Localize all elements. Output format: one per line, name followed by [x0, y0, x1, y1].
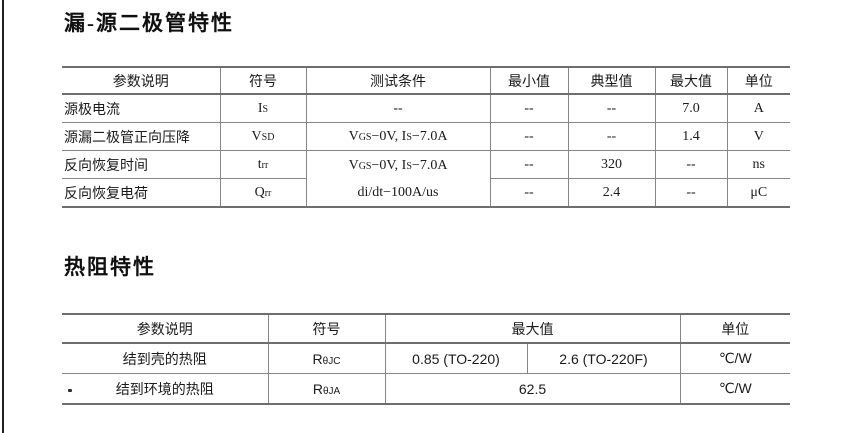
col-header-max: 最大值 — [654, 66, 728, 95]
symbol-subscript: rr — [264, 187, 272, 199]
cell-unit: V — [726, 122, 790, 151]
cell-typ: -- — [567, 122, 656, 151]
section-title-thermal-resistance: 热阻特性 — [64, 255, 156, 279]
cell-max: 7.0 — [654, 93, 728, 123]
col-header-symbol: 符号 — [267, 313, 386, 344]
symbol-base: Q — [254, 184, 265, 200]
symbol-subscript: θJC — [322, 355, 341, 367]
cell-max-to220f: 2.6 (TO-220F) — [526, 342, 681, 374]
table-header-row: 参数说明 符号 最大值 单位 — [62, 313, 790, 344]
cell-max: -- — [654, 178, 728, 208]
col-header-typ: 典型值 — [567, 66, 656, 95]
condition-text: V — [348, 128, 359, 144]
symbol-subscript: rr — [261, 159, 269, 171]
symbol-base: R — [312, 350, 323, 367]
cell-typ: -- — [567, 93, 656, 123]
condition-subscript: S — [406, 160, 412, 172]
stray-mark — [68, 389, 72, 392]
symbol-subscript: θJA — [322, 385, 341, 397]
symbol-base: R — [312, 380, 323, 397]
thermal-resistance-table: 参数说明 符号 最大值 单位 结到壳的热阻 RθJC 0.85 (TO-220)… — [62, 313, 790, 405]
cell-min: -- — [489, 178, 569, 208]
condition-text: −7.0A — [411, 157, 448, 173]
cell-param: 源极电流 — [62, 93, 221, 123]
cell-max-to220: 0.85 (TO-220) — [384, 342, 528, 374]
symbol-base: I — [257, 100, 263, 116]
page-left-border — [2, 0, 4, 433]
cell-param: 源漏二极管正向压降 — [62, 122, 221, 151]
col-header-param: 参数说明 — [62, 66, 221, 95]
condition-text: V — [348, 157, 359, 173]
table-row-junction-to-ambient: 结到环境的热阻 RθJA 62.5 ℃/W — [62, 373, 790, 405]
section-title-diode-characteristics: 漏-源二极管特性 — [64, 11, 234, 35]
table-row-source-current: 源极电流 IS -- -- -- 7.0 A — [62, 93, 790, 123]
table-row-reverse-recovery-charge: 反向恢复电荷 Qrr -- 2.4 -- μC — [62, 178, 790, 208]
col-header-condition: 测试条件 — [305, 66, 491, 95]
condition-text: −0V, I — [371, 128, 407, 144]
col-header-max: 最大值 — [384, 313, 681, 344]
cell-symbol: RθJC — [267, 342, 386, 374]
col-header-min: 最小值 — [489, 66, 569, 95]
cell-unit: A — [726, 93, 790, 123]
symbol-subscript: S — [262, 103, 269, 115]
condition-line-1: VGS−0V, IS−7.0A — [307, 152, 489, 179]
cell-unit: ℃/W — [679, 373, 790, 405]
cell-max: -- — [654, 150, 728, 179]
cell-symbol: IS — [219, 93, 307, 123]
symbol-subscript: SD — [261, 131, 275, 143]
symbol-base: t — [257, 156, 262, 172]
col-header-symbol: 符号 — [219, 66, 307, 95]
cell-max-merged: 62.5 — [384, 373, 681, 405]
cell-unit: ns — [726, 150, 790, 179]
condition-text: −7.0A — [411, 128, 448, 144]
cell-condition-merged: VGS−0V, IS−7.0A di/dt−100A/us — [305, 150, 491, 208]
condition-line-2: di/dt−100A/us — [357, 184, 439, 200]
condition-subscript: GS — [358, 131, 372, 143]
cell-typ: 2.4 — [567, 178, 656, 208]
cell-min: -- — [489, 93, 569, 123]
col-header-param: 参数说明 — [62, 313, 269, 344]
table-header-row: 参数说明 符号 测试条件 最小值 典型值 最大值 单位 — [62, 66, 790, 95]
cell-param: 结到环境的热阻 — [62, 373, 269, 405]
col-header-unit: 单位 — [726, 66, 790, 95]
cell-symbol: Qrr — [219, 178, 307, 208]
cell-condition: -- — [305, 93, 491, 123]
cell-min: -- — [489, 122, 569, 151]
table-row-reverse-recovery-time: 反向恢复时间 trr VGS−0V, IS−7.0A di/dt−100A/us… — [62, 150, 790, 208]
cell-param: 反向恢复时间 — [62, 150, 221, 179]
cell-unit: μC — [726, 178, 790, 208]
cell-symbol: VSD — [219, 122, 307, 151]
drain-source-diode-table: 参数说明 符号 测试条件 最小值 典型值 最大值 单位 源极电流 IS -- -… — [62, 66, 790, 208]
table-row-junction-to-case: 结到壳的热阻 RθJC 0.85 (TO-220) 2.6 (TO-220F) … — [62, 342, 790, 374]
cell-symbol: trr — [219, 150, 307, 179]
cell-unit: ℃/W — [679, 342, 790, 374]
condition-text: −0V, I — [371, 157, 407, 173]
cell-param: 结到壳的热阻 — [62, 342, 269, 374]
cell-condition: VGS−0V, IS−7.0A — [305, 122, 491, 151]
cell-min: -- — [489, 150, 569, 179]
condition-subscript: S — [406, 131, 412, 143]
col-header-unit: 单位 — [679, 313, 790, 344]
table-row-forward-voltage: 源漏二极管正向压降 VSD VGS−0V, IS−7.0A -- -- 1.4 … — [62, 122, 790, 151]
condition-subscript: GS — [358, 160, 372, 172]
cell-typ: 320 — [567, 150, 656, 179]
symbol-base: V — [251, 128, 262, 144]
cell-max: 1.4 — [654, 122, 728, 151]
cell-symbol: RθJA — [267, 373, 386, 405]
cell-param: 反向恢复电荷 — [62, 178, 221, 208]
